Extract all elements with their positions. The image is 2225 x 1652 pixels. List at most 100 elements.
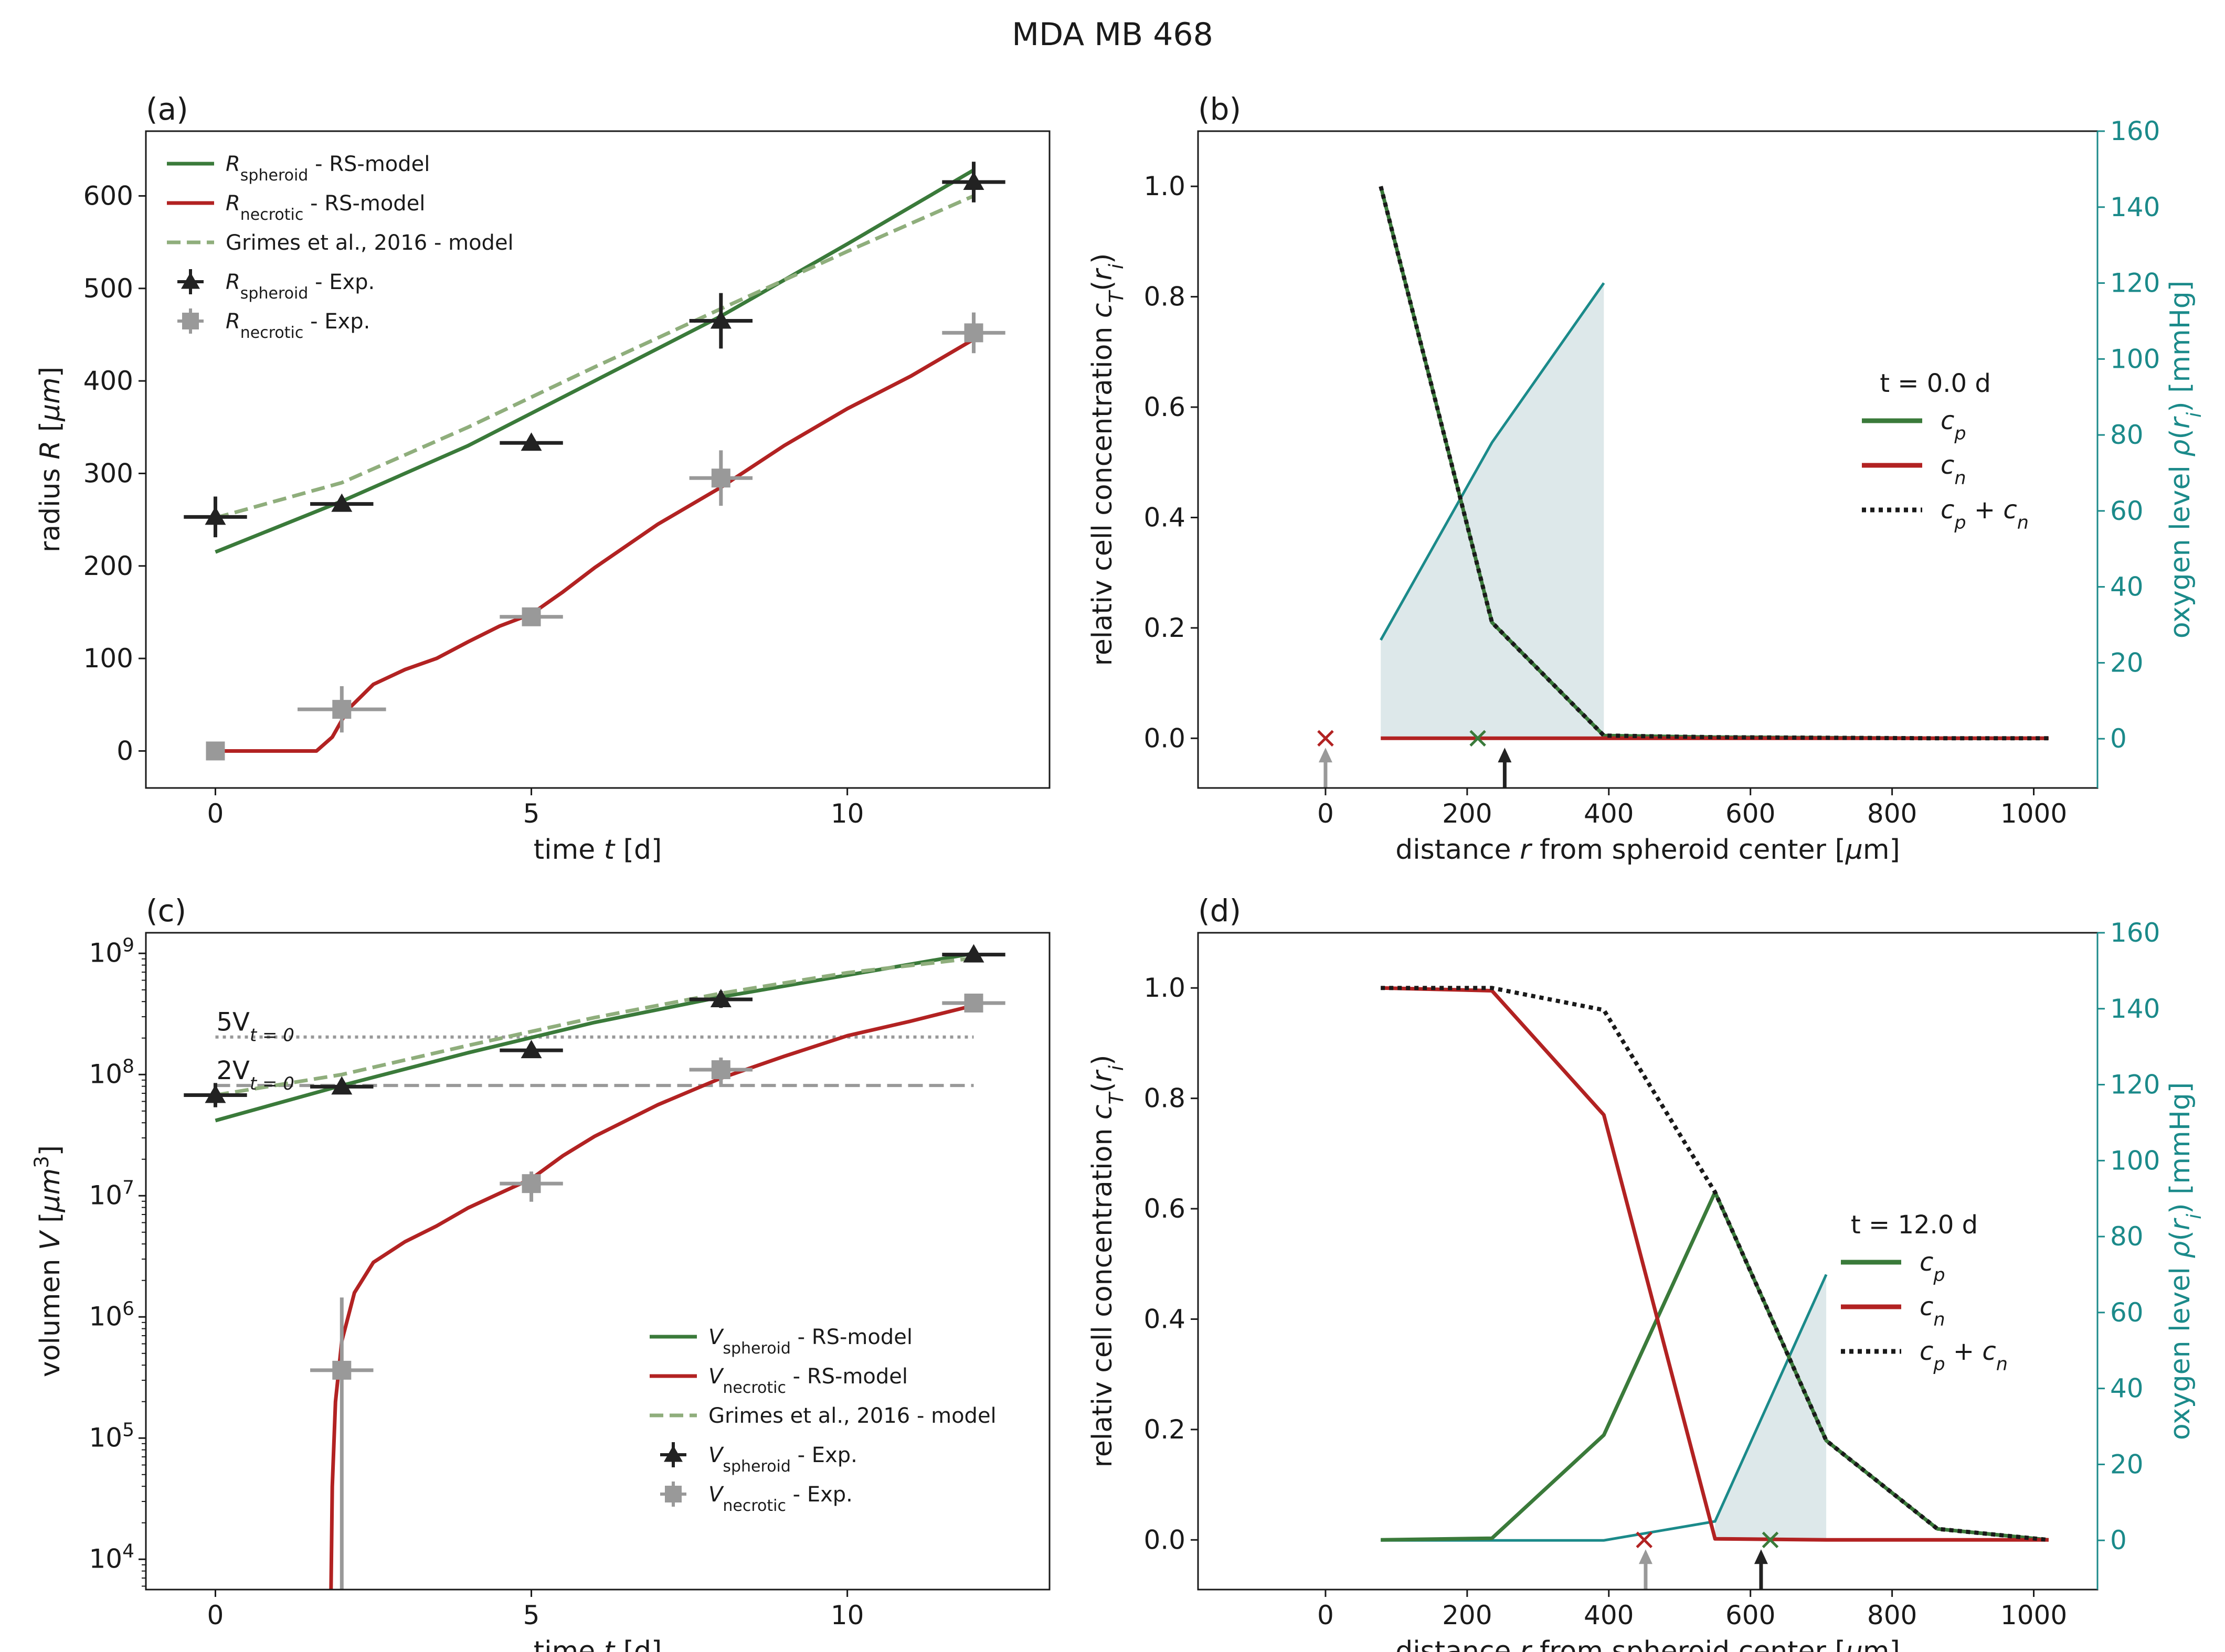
y-tick-label: 100 [83,643,133,674]
y-tick-label: 0 [116,736,133,766]
legend-label-part: c [1941,495,1954,525]
triangle-marker [205,506,226,525]
x-axis-label-part: time [534,1636,604,1652]
y-axis-label-part: ) [1087,1055,1118,1065]
x-axis-label-part: μ [1845,1636,1863,1652]
legend-label-part: c [1920,1248,1933,1277]
legend-item: cn [1841,1292,1945,1330]
series-c-p-c-n [1379,186,2049,741]
legend-label-text: - RS-model [791,1325,913,1349]
y2-tick-label: 20 [2110,1449,2144,1479]
x-axis-label-part: r [1520,1636,1533,1652]
y-axis-label-part: i [1105,263,1128,269]
arrow-marker [1498,748,1512,788]
y-tick-base: 10 [89,1301,122,1331]
legend-item: cp [1862,406,1966,444]
legend-label-sub: necrotic [240,206,304,224]
y-axis-label-part: r [1087,1069,1118,1082]
legend-label-text: - Exp. [786,1483,853,1507]
legend-label-symbol: R [226,310,240,334]
legend-label: cp + cn [1941,495,2029,534]
legend-label: Vnecrotic - Exp. [708,1483,853,1515]
y-axis-label-part: [ [35,421,66,441]
y-tick-label: 300 [83,458,133,488]
panel-label: (d) [1198,893,1241,929]
y2-tick-label: 0 [2110,1525,2127,1555]
y-axis-label-part: ( [1087,281,1118,291]
x-axis-label-part: distance [1395,834,1520,866]
y2-tick-label: 80 [2110,1221,2144,1252]
threshold-label-main: 5V [216,1008,250,1037]
legend-item: cp + cn [1841,1337,2008,1375]
x-tick-label: 1000 [2000,798,2067,829]
axes-frame [145,932,1051,1591]
legend-label: cp [1941,406,1966,444]
legend-label-sub: spheroid [240,284,309,303]
legend-item: Grimes et al., 2016 - model [650,1404,997,1428]
x-tick-label: 0 [1317,798,1334,829]
y2-tick-label: 160 [2110,116,2160,146]
data-point [500,607,563,626]
y-tick-exponent: 6 [122,1298,134,1319]
x-tick-label: 400 [1584,1600,1634,1630]
legend-label-part: + [1966,495,2004,525]
arrow-marker [1754,1549,1768,1590]
axes-frame [1197,932,2099,1591]
data-point [184,1083,247,1107]
arrow-marker [1638,1549,1652,1590]
y-axis-label-part: [ [35,1212,66,1232]
legend-label-symbol: R [226,152,240,176]
triangle-marker [331,1076,353,1095]
y2-axis-label-part: oxygen level [2165,1259,2196,1440]
legend-label-symbol: V [708,1483,724,1507]
y-tick-label: 1.0 [1143,171,1185,201]
legend-item: Rnecrotic - RS-model [167,191,425,224]
y2-axis-label: oxygen level ρ(ri) [mmHg] [2165,281,2206,638]
x-tick-label: 5 [523,798,540,829]
y-axis-label: volumen V [μm3] [30,1145,67,1377]
x-tick-label: 200 [1442,1600,1492,1630]
square-marker [332,700,352,719]
y-axis-label-part: μm [35,377,66,422]
data-point [689,1057,753,1084]
legend-item: cp + cn [1862,495,2029,534]
legend-label-part: p [1933,1354,1945,1375]
legend-label-symbol: V [708,1325,724,1349]
y-tick-label: 105 [89,1419,134,1453]
axes-frame [145,130,1051,789]
data-point [206,741,225,761]
legend-item: Vspheroid - Exp. [660,1442,857,1476]
triangle-marker [710,989,732,1008]
y-axis-label-part: ] [35,1145,66,1156]
x-axis-label-part: [d] [614,1636,662,1652]
data-point [310,1076,374,1095]
y-tick-label: 107 [89,1177,134,1211]
y-tick-exponent: 7 [122,1177,134,1198]
y-axis-label-part: T [1105,1091,1128,1104]
x-axis-label: time t [d] [534,1636,662,1652]
square-marker [964,323,983,343]
legend-item: cp [1841,1248,1945,1286]
y-axis-label-part: c [1087,1104,1118,1120]
x-tick-label: 10 [831,798,864,829]
legend-label: Grimes et al., 2016 - model [708,1404,997,1428]
data-point [942,162,1005,202]
x-axis-label-part: t [604,1636,616,1652]
data-point [689,293,753,349]
y-tick-label: 0.2 [1143,613,1185,643]
legend-item: Grimes et al., 2016 - model [167,231,514,255]
y-tick-label: 0.8 [1143,1083,1185,1114]
y2-tick-label: 120 [2110,1070,2160,1100]
square-marker [711,1060,730,1080]
y-tick-label: 0.4 [1143,502,1185,532]
legend-label-part: n [1933,1309,1945,1330]
y2-tick-label: 160 [2110,918,2160,948]
series-r-spheroid-rs-model [215,168,975,554]
legend-label-part: c [1941,451,1954,480]
